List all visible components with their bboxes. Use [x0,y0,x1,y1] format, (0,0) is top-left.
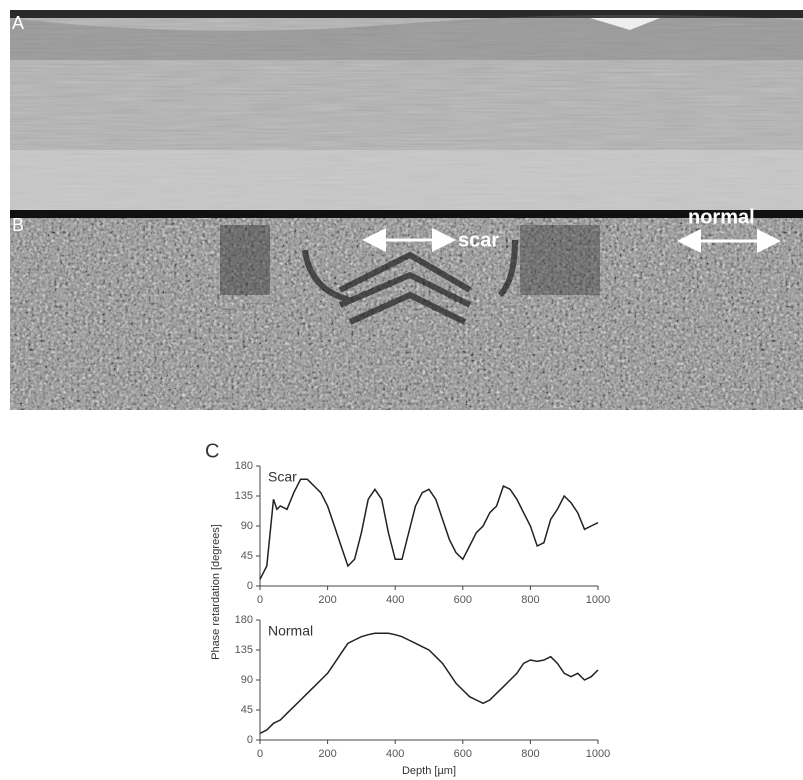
y-tick-label: 90 [241,674,253,686]
x-tick-label: 200 [318,594,336,606]
x-tick-label: 0 [257,594,263,606]
chart-title: Normal [268,623,313,639]
x-tick-label: 800 [521,748,539,760]
x-tick-label: 1000 [586,748,610,760]
chart-title: Scar [268,469,297,485]
y-tick-label: 180 [235,460,253,472]
y-tick-label: 135 [235,644,253,656]
x-tick-label: 400 [386,748,404,760]
data-line [260,479,598,579]
y-tick-label: 0 [247,580,253,592]
x-tick-label: 400 [386,594,404,606]
panel-label: A [12,13,24,33]
x-tick-label: 1000 [586,594,610,606]
y-tick-label: 0 [247,734,253,746]
y-tick-label: 90 [241,520,253,532]
y-tick-label: 180 [235,614,253,626]
x-axis-label: Depth [µm] [402,765,456,777]
data-line [260,633,598,733]
annotation: normal [688,206,755,228]
y-tick-label: 45 [241,704,253,716]
y-tick-label: 135 [235,490,253,502]
panel-label: B [12,215,24,235]
x-tick-label: 800 [521,594,539,606]
y-tick-label: 45 [241,550,253,562]
x-tick-label: 200 [318,748,336,760]
x-tick-label: 0 [257,748,263,760]
y-axis-label: Phase retardation [degrees] [210,524,222,660]
panel-a-image [10,10,803,210]
x-tick-label: 600 [454,748,472,760]
figure: A B scar normal C 0 45 90 135 180 0 200 400 600 8… [0,0,803,780]
annotation: scar [458,229,499,251]
x-tick-label: 600 [454,594,472,606]
panel-label: C [205,440,219,462]
